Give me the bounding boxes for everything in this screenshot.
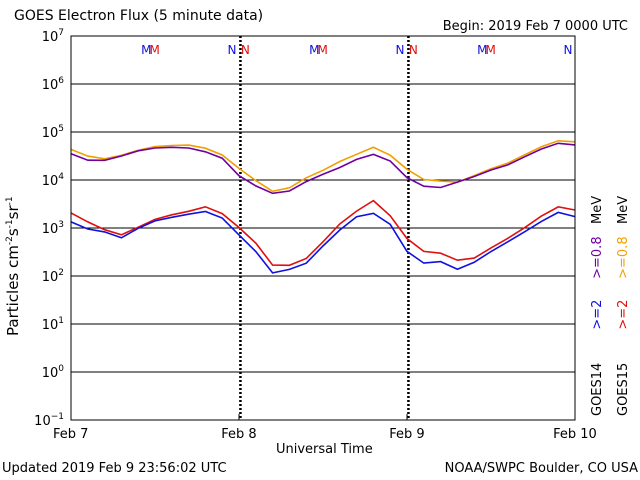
y-tick-label: 107 (42, 28, 64, 45)
y-axis-title-text: Particles cm-2s-1sr-1 (4, 196, 22, 336)
legend-goes15-label: GOES15 (616, 362, 631, 416)
legend-unit: MeV (590, 195, 605, 224)
y-tick-label: 105 (42, 124, 64, 141)
satellite-marker: N (395, 43, 404, 57)
y-tick-label: 103 (42, 220, 64, 237)
y-axis-title: Particles cm-2s-1sr-1 (4, 196, 22, 336)
satellite-marker: M (486, 43, 496, 57)
begin-timestamp: Begin: 2019 Feb 7 0000 UTC (442, 19, 628, 34)
legend: GOES14 >=2 >=0.8 MeV GOES15 >=2 >=0.8 Me… (588, 60, 636, 416)
x-tick-labels: Feb 7 Feb 8 Feb 9 Feb 10 (53, 427, 597, 442)
y-tick-label: 100 (42, 364, 65, 381)
legend-goes14-label: GOES14 (590, 362, 605, 416)
series-goes14-lo (70, 142, 576, 195)
legend-goes15-hi: >=2 (616, 299, 631, 330)
updated-timestamp: Updated 2019 Feb 9 23:56:02 UTC (2, 461, 227, 476)
satellite-marker: N (241, 43, 250, 57)
y-tick-label: 106 (42, 76, 65, 93)
grid-lines (70, 35, 576, 421)
y-tick-label: 104 (42, 172, 65, 189)
y-tick-labels: 10−1 100 101 102 103 104 105 106 107 (34, 28, 64, 429)
series-goes14-hi (70, 210, 576, 274)
satellite-marker: M (141, 43, 151, 57)
x-tick-label: Feb 7 (53, 427, 88, 442)
credit-line: NOAA/SWPC Boulder, CO USA (444, 461, 638, 476)
chart-title: GOES Electron Flux (5 minute data) (14, 8, 264, 24)
legend-goes14-lo: >=0.8 (590, 236, 605, 279)
x-tick-label: Feb 8 (221, 427, 256, 442)
satellite-marker: N (227, 43, 236, 57)
legend-unit: MeV (616, 195, 631, 224)
satellite-marker: M (150, 43, 160, 57)
plot-frame (70, 35, 576, 421)
legend-goes14-hi: >=2 (590, 299, 605, 330)
y-tick-label: 101 (42, 316, 64, 333)
x-tick-label: Feb 10 (553, 427, 597, 442)
series-lines (70, 139, 576, 274)
y-tick-label: 102 (42, 268, 64, 285)
satellite-marker: N (409, 43, 418, 57)
satellite-marker: M (318, 43, 328, 57)
satellite-marker: M (477, 43, 487, 57)
y-tick-label: 10−1 (34, 412, 64, 429)
x-tick-label: Feb 9 (389, 427, 424, 442)
satellite-marker: N (563, 43, 572, 57)
legend-goes15-lo: >=0.8 (616, 236, 631, 279)
x-axis-title: Universal Time (276, 442, 373, 457)
satellite-marker: M (309, 43, 319, 57)
series-goes15-lo (70, 139, 576, 193)
satellite-markers: MM N N MM N N MM N (141, 43, 572, 57)
series-goes15-hi (70, 199, 576, 267)
